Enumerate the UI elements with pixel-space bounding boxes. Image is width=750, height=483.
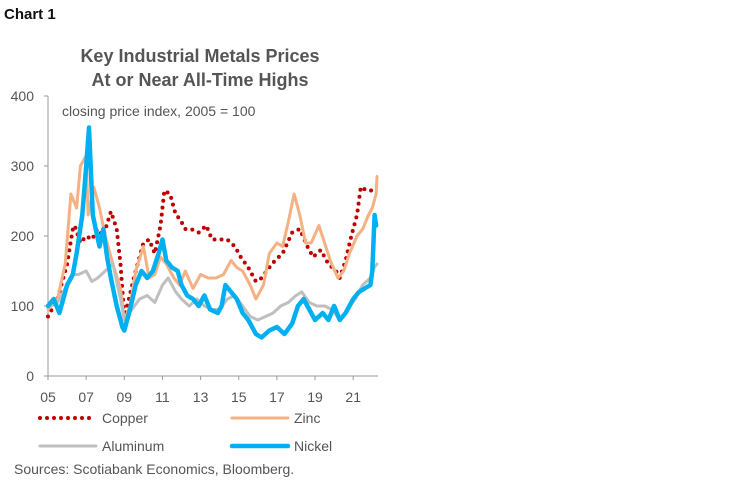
plot-area bbox=[45, 125, 379, 340]
series-line-zinc bbox=[46, 154, 379, 322]
x-tick-label: 19 bbox=[307, 389, 323, 405]
legend-label-nickel: Nickel bbox=[294, 438, 332, 454]
chart-number-label: Chart 1 bbox=[4, 6, 56, 23]
x-tick-label: 11 bbox=[155, 389, 170, 405]
x-tick-label: 05 bbox=[40, 389, 56, 405]
legend-label-zinc: Zinc bbox=[294, 410, 320, 426]
x-tick-label: 17 bbox=[269, 389, 285, 405]
chart-title-line-2: At or Near All-Time Highs bbox=[91, 70, 308, 90]
y-tick-label: 300 bbox=[11, 158, 35, 174]
series-line-nickel bbox=[45, 125, 379, 340]
chart-subtitle: closing price index, 2005 = 100 bbox=[62, 103, 256, 119]
legend-label-aluminum: Aluminum bbox=[102, 438, 164, 454]
legend-label-copper: Copper bbox=[102, 410, 148, 426]
x-tick-label: 09 bbox=[117, 389, 133, 405]
axes: 0 100 200 300 400 05 07 09 11 13 15 17 19 21 bbox=[11, 88, 378, 405]
legend: Copper Zinc Aluminum Nickel bbox=[38, 410, 332, 454]
series-line-copper bbox=[46, 185, 379, 319]
chart-title-line-1: Key Industrial Metals Prices bbox=[80, 46, 319, 66]
y-tick-label: 400 bbox=[11, 88, 35, 104]
x-tick-label: 13 bbox=[193, 389, 209, 405]
x-tick-label: 07 bbox=[78, 389, 94, 405]
x-tick-label: 15 bbox=[231, 389, 247, 405]
x-tick-label: 21 bbox=[345, 389, 361, 405]
y-tick-label: 200 bbox=[11, 228, 35, 244]
source-note: Sources: Scotiabank Economics, Bloomberg… bbox=[14, 461, 295, 477]
y-tick-label: 100 bbox=[11, 298, 35, 314]
y-tick-label: 0 bbox=[26, 368, 34, 384]
